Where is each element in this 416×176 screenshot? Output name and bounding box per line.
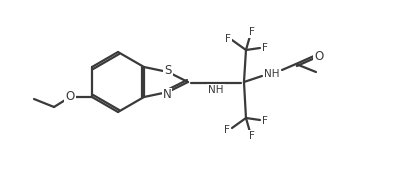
Text: O: O <box>65 90 74 103</box>
Text: N: N <box>163 89 171 102</box>
Text: F: F <box>249 131 255 141</box>
Text: F: F <box>224 125 230 135</box>
Text: O: O <box>314 49 324 62</box>
Text: NH: NH <box>208 85 224 95</box>
Text: F: F <box>262 116 268 126</box>
Text: S: S <box>164 64 172 77</box>
Text: F: F <box>249 27 255 37</box>
Text: F: F <box>262 43 268 53</box>
Text: NH: NH <box>264 69 280 79</box>
Text: F: F <box>225 34 231 44</box>
